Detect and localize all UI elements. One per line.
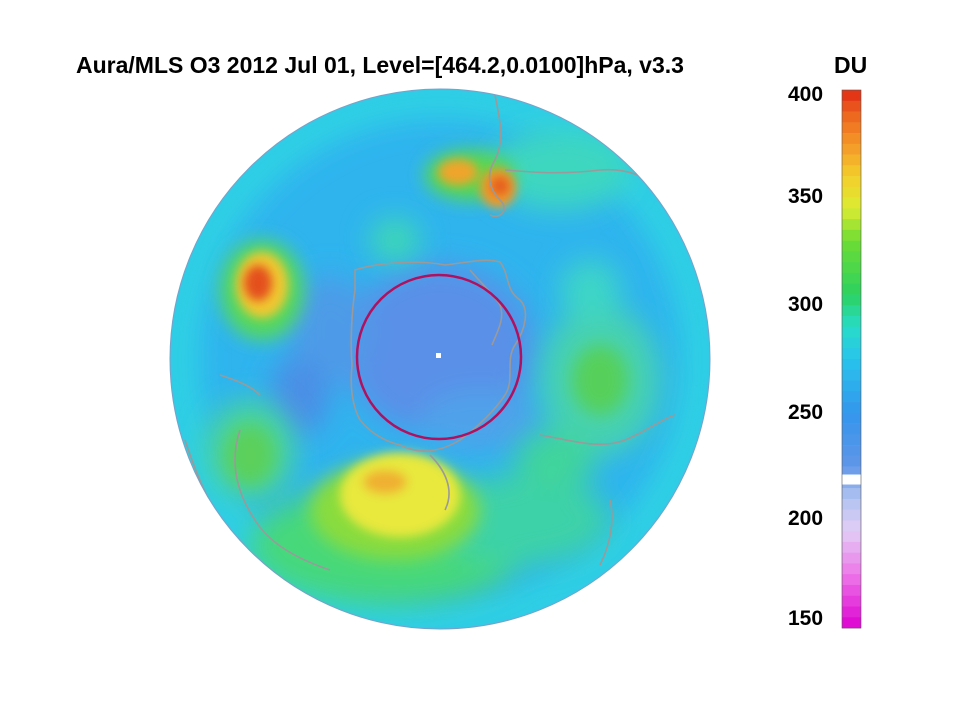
colorbar-segment (842, 584, 861, 597)
globe-outline (169, 88, 711, 630)
low-ozone-regions (270, 265, 540, 450)
colorbar-segment (842, 498, 861, 510)
colorbar-segment (842, 488, 861, 500)
colorbar-segment (842, 283, 861, 295)
colorbar-segment (842, 100, 861, 112)
colorbar-segment (842, 133, 861, 145)
colorbar-tick-400: 400 (788, 83, 824, 106)
colorbar-segment (842, 305, 861, 317)
colorbar-segment (842, 229, 861, 241)
colorbar-segment (842, 434, 861, 446)
colorbar-segment (842, 326, 861, 338)
colorbar-segment (842, 509, 861, 521)
colorbar-segment (842, 466, 861, 478)
colorbar-segment (842, 197, 861, 209)
colorbar-outline (841, 89, 862, 629)
colorbar-segment (842, 294, 861, 306)
colorbar-segment (842, 262, 861, 274)
colorbar-segment (842, 595, 861, 607)
colorbar-segment (842, 348, 861, 360)
colorbar-segment (842, 563, 861, 575)
colorbar-segment (842, 380, 861, 392)
colorbar-segment (842, 251, 861, 263)
colorbar-segment (842, 186, 861, 198)
colorbar-segment (842, 240, 861, 252)
map-title: Aura/MLS O3 2012 Jul 01, Level=[464.2,0.… (76, 52, 684, 78)
colorbar-segment (842, 520, 861, 532)
colorbar-segment (842, 423, 861, 435)
coastlines (184, 94, 676, 571)
colorbar-segment (842, 359, 861, 371)
colorbar-segment (842, 552, 861, 564)
colorbar-tick-200: 200 (788, 507, 824, 530)
max-ozone-regions (244, 177, 509, 301)
colorbar-segment (842, 617, 861, 629)
colorbar (841, 89, 862, 629)
colorbar-tick-150: 150 (788, 607, 824, 630)
colorbar-tick-250: 250 (788, 401, 824, 424)
colorbar-segment (842, 90, 861, 102)
colorbar-segment (842, 208, 861, 220)
polar-circle (355, 273, 523, 441)
colorbar-segment (842, 445, 861, 457)
colorbar-segment (842, 574, 861, 586)
colorbar-segment (842, 531, 861, 543)
colorbar-segment (842, 165, 861, 177)
colorbar-tick-300: 300 (788, 293, 824, 316)
colorbar-segment (842, 337, 861, 349)
colorbar-segment (842, 369, 861, 381)
colorbar-segment (842, 272, 861, 284)
colorbar-segment (842, 176, 861, 188)
colorbar-segment (842, 455, 861, 467)
ozone-outer-ring (170, 89, 710, 629)
colorbar-segment (842, 541, 861, 553)
ozone-field (170, 89, 710, 629)
colorbar-segment (842, 143, 861, 155)
colorbar-segment (842, 606, 861, 618)
colorbar-units: DU (834, 52, 868, 78)
colorbar-segment (842, 402, 861, 414)
colorbar-segment (842, 412, 861, 424)
colorbar-segment (842, 154, 861, 166)
colorbar-segment (842, 315, 861, 328)
pole-marker (436, 353, 441, 358)
colorbar-segment (842, 111, 861, 123)
colorbar-tick-350: 350 (788, 185, 824, 208)
colorbar-segment (842, 391, 861, 403)
colorbar-segment (842, 219, 861, 231)
colorbar-segment (842, 122, 861, 134)
colorbar-gap (841, 474, 862, 485)
